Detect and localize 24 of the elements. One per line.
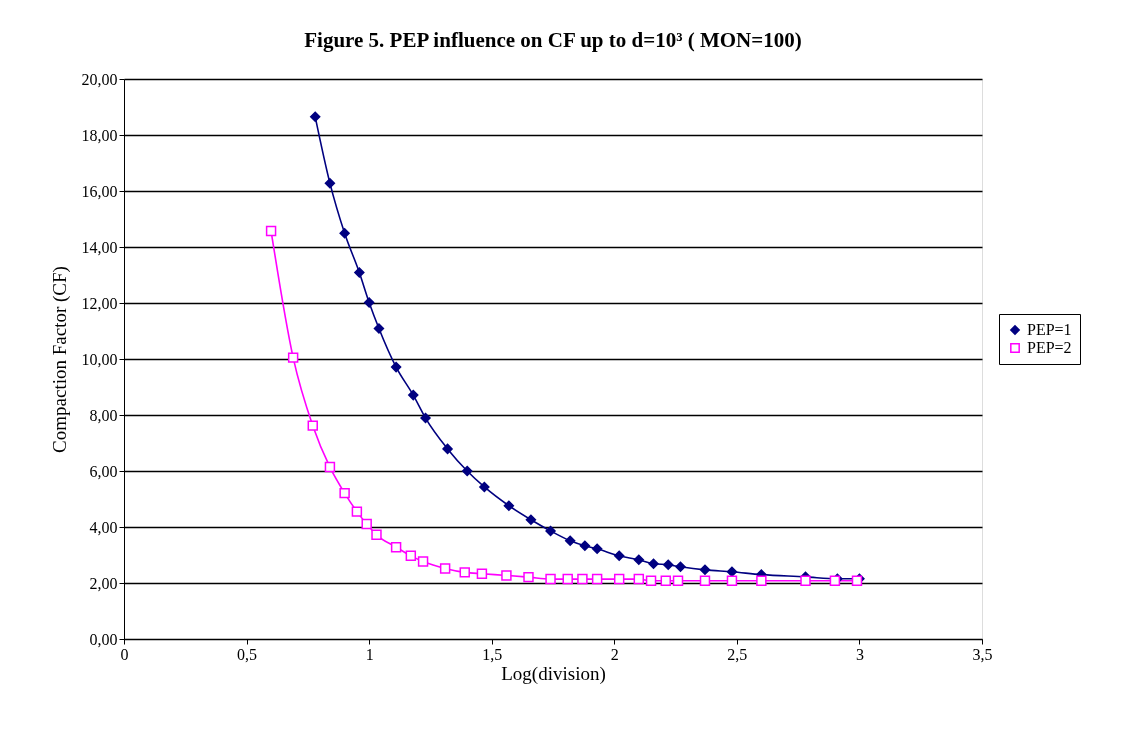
y-tick-label: 18,00 xyxy=(81,126,118,144)
y-tick-label: 6,00 xyxy=(89,462,118,480)
x-tick-label: 3,5 xyxy=(972,645,993,663)
x-tick-label: 3 xyxy=(855,645,864,663)
y-tick-label: 16,00 xyxy=(81,182,118,200)
x-tick-label: 0 xyxy=(120,645,129,663)
legend-label: PEP=1 xyxy=(1027,321,1072,338)
y-axis-title: Compaction Factor (CF) xyxy=(48,266,71,453)
x-tick-label: 2 xyxy=(610,645,619,663)
y-tick-label: 14,00 xyxy=(81,238,118,256)
y-tick-label: 8,00 xyxy=(89,406,118,424)
x-tick-label: 2,5 xyxy=(727,645,748,663)
x-axis-title: Log(division) xyxy=(501,662,606,685)
y-tick-label: 4,00 xyxy=(89,518,118,536)
y-tick-label: 12,00 xyxy=(81,294,118,312)
y-tick-label: 10,00 xyxy=(81,350,118,368)
x-tick-label: 1,5 xyxy=(482,645,503,663)
x-tick-label: 0,5 xyxy=(237,645,258,663)
y-tick-label: 2,00 xyxy=(89,574,118,592)
chart-title: Figure 5. PEP influence on CF up to d=10³ ( MON=100) xyxy=(304,28,802,52)
legend-label: PEP=2 xyxy=(1027,339,1072,356)
y-tick-label: 20,00 xyxy=(81,70,118,88)
y-tick-label: 0,00 xyxy=(89,630,118,648)
x-tick-label: 1 xyxy=(365,645,374,663)
